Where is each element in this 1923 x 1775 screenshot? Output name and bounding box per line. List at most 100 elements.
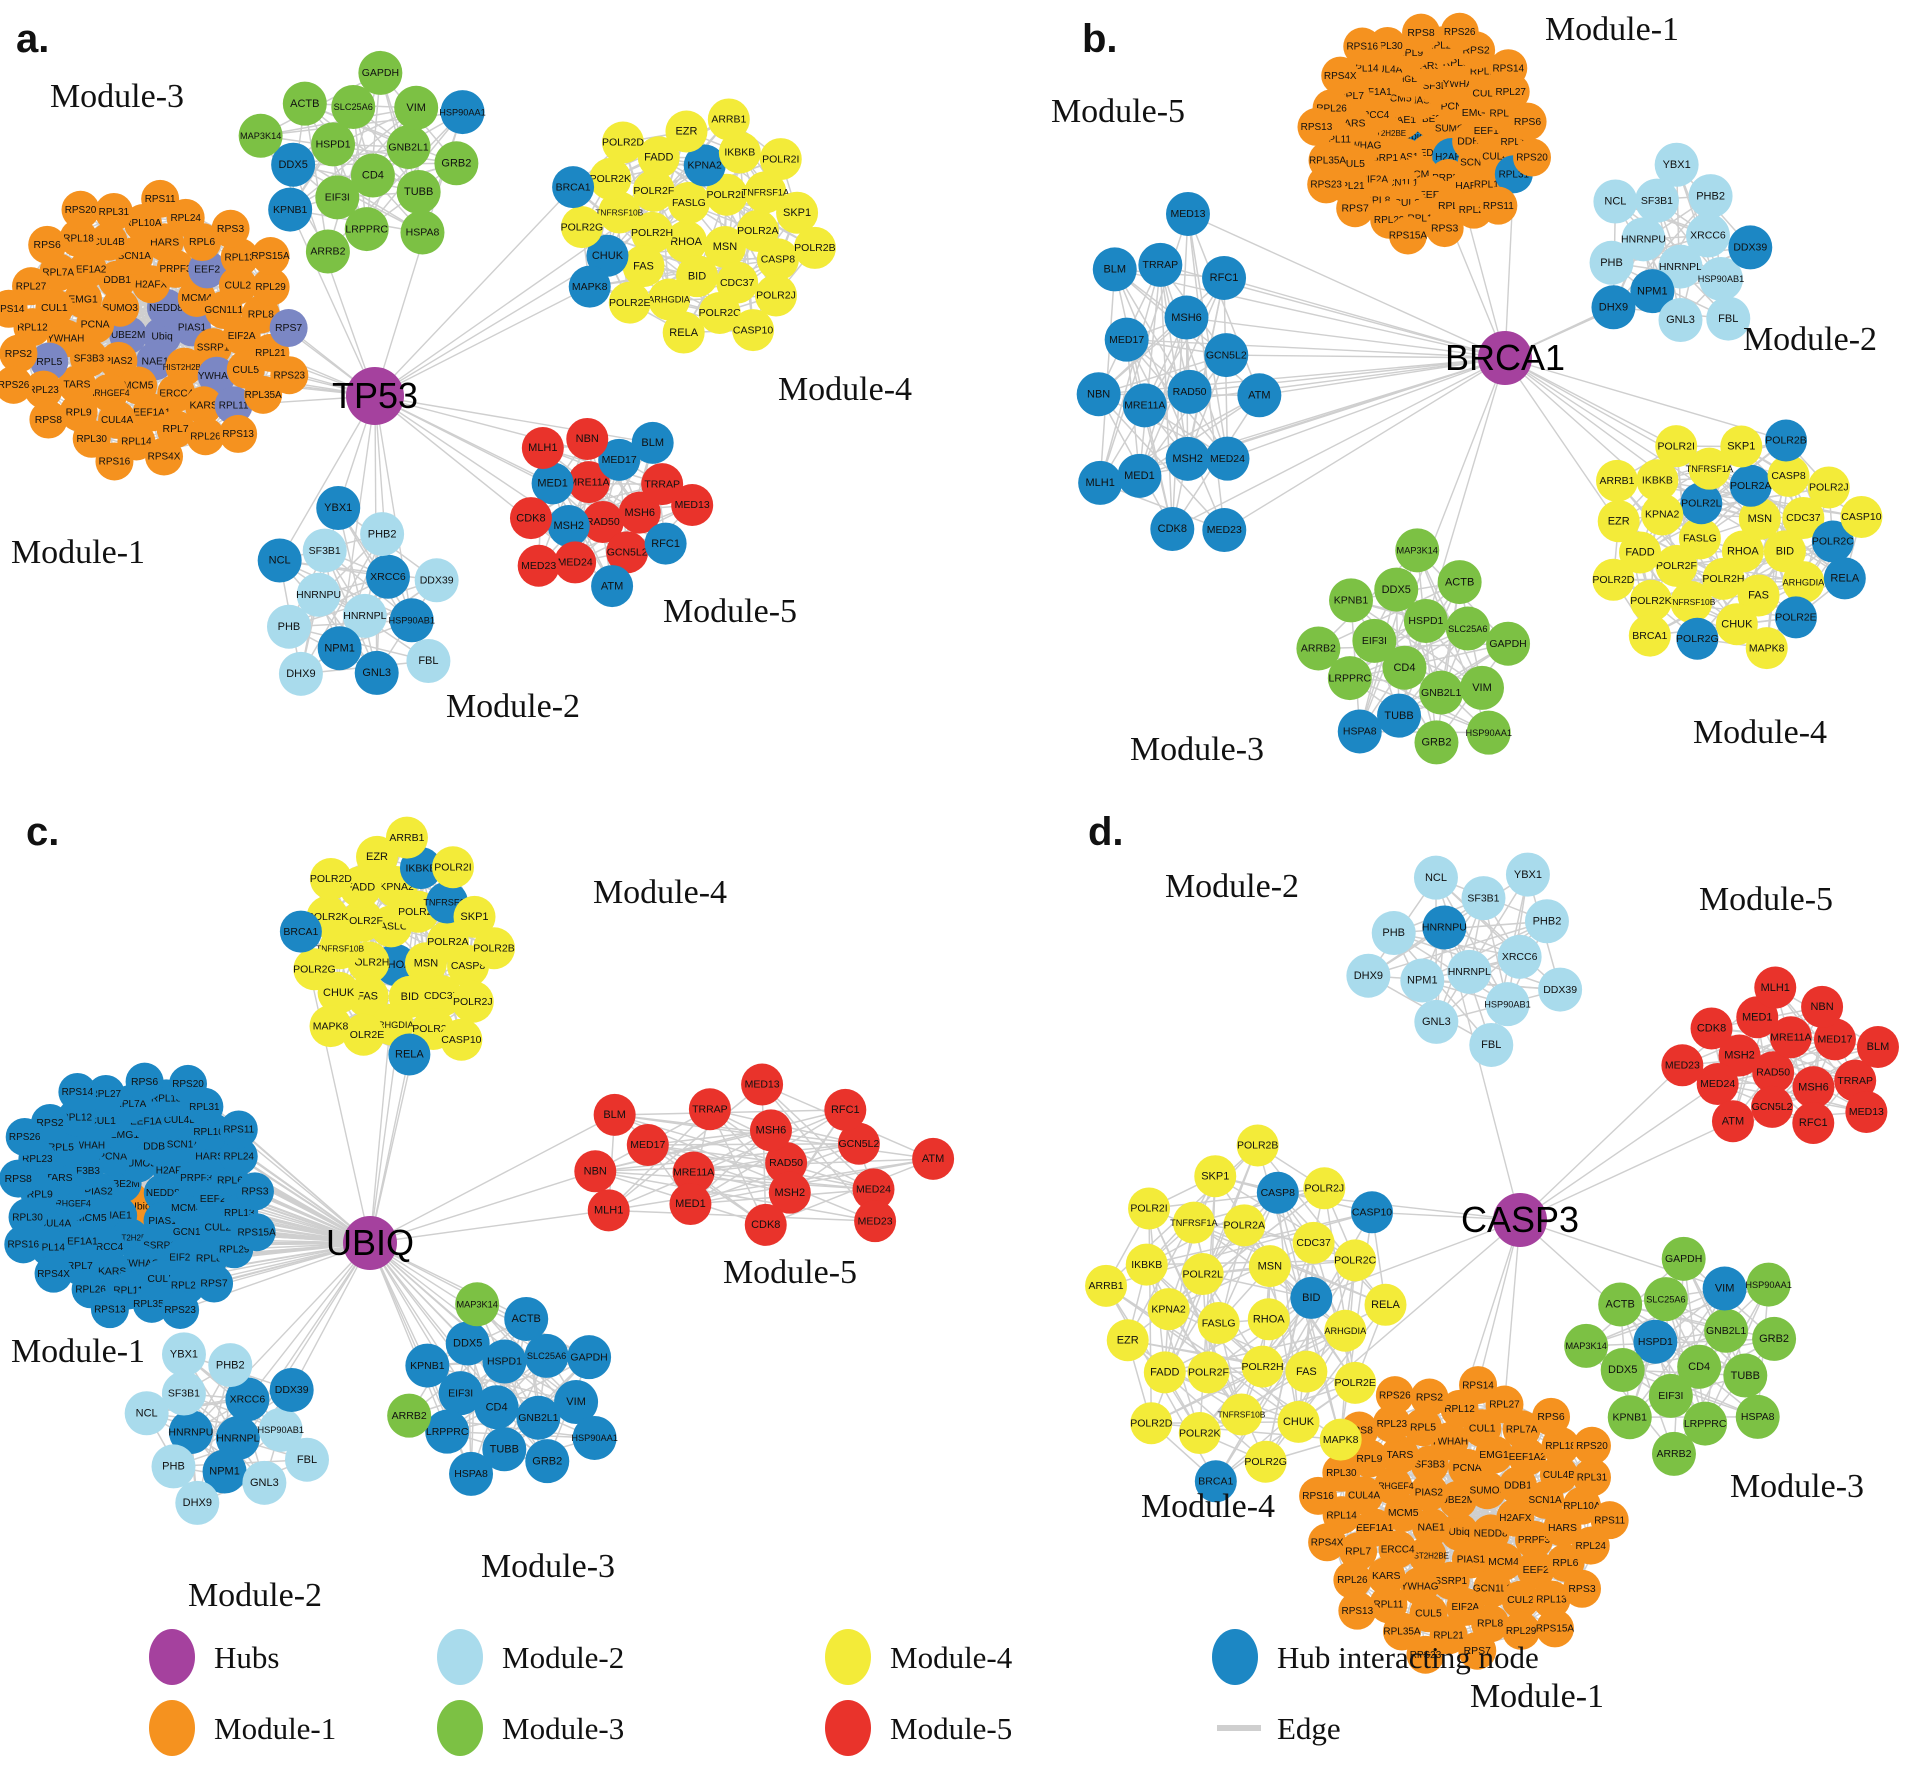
node-YBX1[interactable]: YBX1 — [1654, 142, 1699, 187]
node-MAP3K14[interactable]: MAP3K14 — [1395, 528, 1440, 573]
node-POLR2I[interactable]: POLR2I — [759, 138, 802, 181]
node-POLR2D[interactable]: POLR2D — [1130, 1402, 1173, 1445]
node-ARRB2[interactable]: ARRB2 — [305, 229, 350, 274]
node-SF3B1[interactable]: SF3B1 — [302, 528, 347, 573]
node-RPL31[interactable]: RPL31 — [94, 192, 133, 231]
node-MLH1[interactable]: MLH1 — [1754, 966, 1797, 1009]
node-DDX5[interactable]: DDX5 — [445, 1321, 490, 1366]
node-RPS8[interactable]: RPS8 — [0, 1159, 38, 1198]
node-MED13[interactable]: MED13 — [671, 484, 714, 527]
node-YBX1[interactable]: YBX1 — [316, 486, 361, 531]
node-BRCA1[interactable]: BRCA1 — [279, 910, 322, 953]
node-EIF3I[interactable]: EIF3I — [1352, 618, 1397, 663]
node-MAPK8[interactable]: MAPK8 — [309, 1005, 352, 1048]
node-RELA[interactable]: RELA — [388, 1033, 431, 1076]
node-EZR[interactable]: EZR — [665, 110, 708, 153]
node-POLR2G[interactable]: POLR2G — [561, 206, 604, 249]
node-RPS14[interactable]: RPS14 — [1489, 49, 1528, 88]
node-NCL[interactable]: NCL — [124, 1391, 169, 1436]
node-RPS4X[interactable]: RPS4X — [34, 1254, 73, 1293]
node-POLR2J[interactable]: POLR2J — [451, 980, 494, 1023]
node-GRB2[interactable]: GRB2 — [1414, 720, 1459, 765]
node-FBL[interactable]: FBL — [406, 639, 451, 684]
node-POLR2J[interactable]: POLR2J — [755, 274, 798, 317]
node-MED17[interactable]: MED17 — [626, 1123, 669, 1166]
node-SLC25A6[interactable]: SLC25A6 — [331, 84, 376, 129]
node-PHB2[interactable]: PHB2 — [1524, 899, 1569, 944]
node-SLC25A6[interactable]: SLC25A6 — [524, 1333, 569, 1378]
node-RPS11[interactable]: RPS11 — [141, 179, 180, 218]
node-RFC1[interactable]: RFC1 — [644, 522, 687, 565]
node-IKBKB[interactable]: IKBKB — [1125, 1243, 1168, 1286]
node-GAPDH[interactable]: GAPDH — [1486, 621, 1531, 666]
node-MED24[interactable]: MED24 — [554, 541, 597, 584]
node-POLR2I[interactable]: POLR2I — [1655, 425, 1698, 468]
node-POLR2G[interactable]: POLR2G — [293, 948, 336, 991]
node-XRCC6[interactable]: XRCC6 — [1497, 934, 1542, 979]
node-GAPDH[interactable]: GAPDH — [567, 1335, 612, 1380]
node-RFC1[interactable]: RFC1 — [824, 1088, 867, 1131]
node-MAPK8[interactable]: MAPK8 — [568, 265, 611, 308]
node-MAP3K14[interactable]: MAP3K14 — [1564, 1323, 1609, 1368]
node-GRB2[interactable]: GRB2 — [434, 141, 479, 186]
node-DDX5[interactable]: DDX5 — [1374, 567, 1419, 612]
node-PHB2[interactable]: PHB2 — [1688, 174, 1733, 219]
node-ARHGDIA[interactable]: ARHGDIA — [1782, 561, 1825, 604]
node-POLR2J[interactable]: POLR2J — [1303, 1167, 1346, 1210]
node-PHB[interactable]: PHB — [1371, 911, 1416, 956]
node-RPS13[interactable]: RPS13 — [1338, 1591, 1377, 1630]
node-POLR2K[interactable]: POLR2K — [1178, 1412, 1221, 1455]
node-MSH6[interactable]: MSH6 — [1792, 1066, 1835, 1109]
node-SLC25A6[interactable]: SLC25A6 — [1445, 606, 1490, 651]
node-HSP90AA1[interactable]: HSP90AA1 — [439, 90, 486, 135]
node-MRE11A[interactable]: MRE11A — [1122, 383, 1167, 428]
node-BID[interactable]: BID — [1290, 1276, 1333, 1319]
node-CASP10[interactable]: CASP10 — [1351, 1191, 1394, 1234]
node-MAPK8[interactable]: MAPK8 — [1745, 627, 1788, 670]
node-FADD[interactable]: FADD — [1143, 1351, 1186, 1394]
node-ARRB1[interactable]: ARRB1 — [707, 98, 750, 141]
node-POLR2I[interactable]: POLR2I — [431, 846, 474, 889]
node-NBN[interactable]: NBN — [566, 417, 609, 460]
node-RPS8[interactable]: RPS8 — [1402, 13, 1441, 52]
node-BLM[interactable]: BLM — [1092, 247, 1137, 292]
node-RPS20[interactable]: RPS20 — [61, 190, 100, 229]
node-MED23[interactable]: MED23 — [1661, 1044, 1704, 1087]
node-NPM1[interactable]: NPM1 — [1400, 958, 1445, 1003]
node-ARRB1[interactable]: ARRB1 — [1085, 1264, 1128, 1307]
node-RPS7[interactable]: RPS7 — [195, 1264, 234, 1303]
node-RFC1[interactable]: RFC1 — [1792, 1102, 1835, 1145]
node-DDX39[interactable]: DDX39 — [269, 1367, 314, 1412]
node-RPS20[interactable]: RPS20 — [1572, 1426, 1611, 1465]
node-RPS4X[interactable]: RPS4X — [145, 437, 184, 476]
node-RPL26[interactable]: RPL26 — [186, 417, 225, 456]
node-GNL3[interactable]: GNL3 — [354, 650, 399, 695]
node-TUBB[interactable]: TUBB — [1723, 1353, 1768, 1398]
node-RHOA[interactable]: RHOA — [1247, 1298, 1290, 1341]
node-YBX1[interactable]: YBX1 — [161, 1332, 206, 1377]
node-RPS20[interactable]: RPS20 — [1513, 138, 1552, 177]
node-MED23[interactable]: MED23 — [854, 1200, 897, 1243]
node-RPS15A[interactable]: RPS15A — [1536, 1609, 1575, 1648]
node-RPS14[interactable]: RPS14 — [58, 1072, 97, 1111]
node-SLC25A6[interactable]: SLC25A6 — [1643, 1277, 1688, 1322]
node-DDX39[interactable]: DDX39 — [414, 558, 459, 603]
node-VIM[interactable]: VIM — [1702, 1266, 1747, 1311]
node-NCL[interactable]: NCL — [1413, 855, 1458, 900]
node-MSH6[interactable]: MSH6 — [749, 1109, 792, 1152]
node-PHB2[interactable]: PHB2 — [360, 512, 405, 557]
node-SF3B1[interactable]: SF3B1 — [1461, 876, 1506, 921]
node-RPS6[interactable]: RPS6 — [125, 1062, 164, 1101]
node-YBX1[interactable]: YBX1 — [1505, 852, 1550, 897]
node-ARRB1[interactable]: ARRB1 — [1596, 459, 1639, 502]
node-POLR2L[interactable]: POLR2L — [1181, 1253, 1224, 1296]
node-GAPDH[interactable]: GAPDH — [1661, 1236, 1706, 1281]
node-DDX39[interactable]: DDX39 — [1538, 967, 1583, 1012]
node-POLR2K[interactable]: POLR2K — [589, 157, 632, 200]
node-RPS6[interactable]: RPS6 — [28, 225, 67, 264]
node-ARHGDIA[interactable]: ARHGDIA — [1324, 1309, 1367, 1352]
node-POLR2A[interactable]: POLR2A — [1729, 464, 1772, 507]
node-RPS3[interactable]: RPS3 — [235, 1172, 274, 1211]
node-CHUK[interactable]: CHUK — [1277, 1400, 1320, 1443]
node-PHB[interactable]: PHB — [1589, 240, 1634, 285]
